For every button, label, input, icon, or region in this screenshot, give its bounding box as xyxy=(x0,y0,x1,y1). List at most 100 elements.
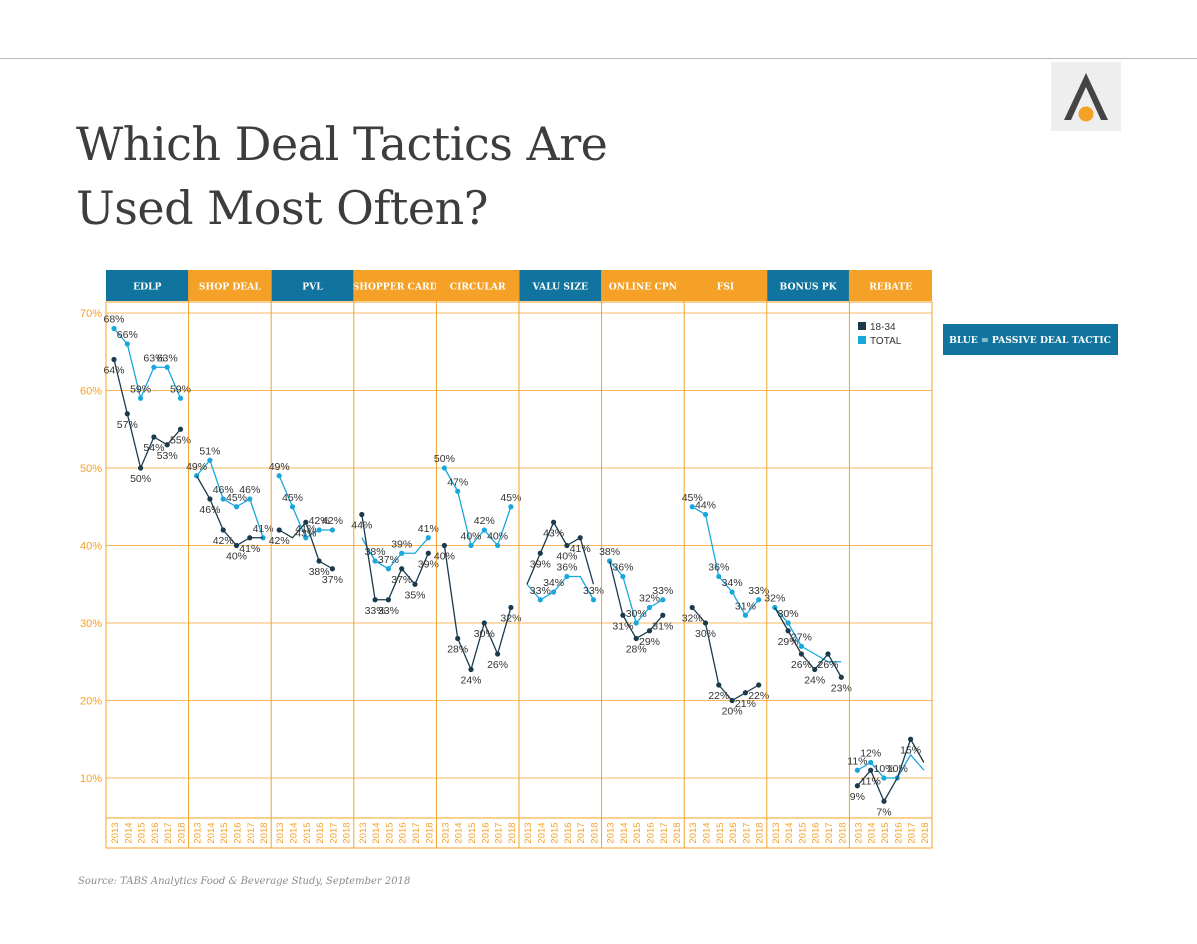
y-tick-label: 10% xyxy=(80,773,102,785)
data-label-total: 30% xyxy=(778,608,799,620)
group-header-bg xyxy=(106,270,189,301)
year-tick-label: 2016 xyxy=(398,822,409,843)
data-label-18-34: 43% xyxy=(543,527,564,539)
group-header-label: ONLINE CPN xyxy=(609,282,678,293)
data-label-total: 45% xyxy=(500,492,521,504)
data-point-total xyxy=(729,589,735,595)
data-point-total xyxy=(372,558,378,564)
year-tick-label: 2016 xyxy=(563,822,574,843)
data-label-total: 33% xyxy=(652,585,673,597)
data-point-total xyxy=(689,504,695,510)
year-tick-label: 2018 xyxy=(259,822,270,843)
data-label-total: 27% xyxy=(791,631,812,643)
year-tick-label: 2017 xyxy=(494,822,505,843)
data-point-18-34 xyxy=(716,682,722,688)
data-point-18-34 xyxy=(495,651,501,657)
data-point-total xyxy=(233,504,240,510)
data-label-18-34: 24% xyxy=(460,675,481,687)
data-label-total: 38% xyxy=(599,546,620,558)
year-tick-label: 2018 xyxy=(424,822,435,843)
series-line-18-34 xyxy=(361,514,429,601)
data-point-18-34 xyxy=(633,635,639,642)
year-tick-label: 2017 xyxy=(328,822,339,843)
data-label-total: 36% xyxy=(556,562,577,574)
data-point-total xyxy=(551,589,557,595)
year-tick-label: 2015 xyxy=(715,822,726,843)
year-tick-label: 2018 xyxy=(920,822,931,843)
data-point-total xyxy=(508,504,514,510)
data-point-18-34 xyxy=(425,550,431,556)
year-tick-label: 2015 xyxy=(797,822,808,843)
data-point-18-34 xyxy=(359,511,365,518)
data-point-18-34 xyxy=(138,465,144,471)
data-label-total: 45% xyxy=(226,492,247,504)
year-tick-label: 2013 xyxy=(771,822,782,843)
data-label-total: 59% xyxy=(130,383,151,395)
year-tick-label: 2014 xyxy=(371,822,382,843)
year-tick-label: 2018 xyxy=(507,822,518,843)
data-point-total xyxy=(247,496,253,502)
group-header-label: FSI xyxy=(717,282,734,293)
title-line-2: Used Most Often? xyxy=(76,181,488,235)
year-tick-label: 2013 xyxy=(440,822,451,843)
year-tick-label: 2016 xyxy=(646,822,657,843)
data-label-18-34: 22% xyxy=(748,690,769,702)
data-point-18-34 xyxy=(620,612,626,618)
passive-note-label: BLUE = PASSIVE DEAL TACTIC xyxy=(949,335,1111,346)
data-point-18-34 xyxy=(111,356,117,363)
data-label-total: 36% xyxy=(612,562,633,574)
data-label-18-34: 15% xyxy=(900,744,921,756)
data-point-18-34 xyxy=(372,597,378,603)
data-label-18-34: 23% xyxy=(831,682,852,694)
data-label-18-34: 43% xyxy=(295,527,316,539)
data-label-total: 33% xyxy=(748,585,769,597)
data-label-total: 46% xyxy=(239,484,260,496)
data-label-18-34: 21% xyxy=(735,698,756,710)
year-tick-label: 2017 xyxy=(246,822,257,843)
year-tick-label: 2014 xyxy=(454,822,465,843)
data-point-total xyxy=(111,325,117,332)
data-point-total xyxy=(854,767,861,773)
data-label-total: 31% xyxy=(735,600,756,612)
data-label-18-34: 9% xyxy=(850,791,865,803)
series-line-total xyxy=(361,537,429,570)
data-label-18-34: 26% xyxy=(487,659,508,671)
year-tick-label: 2013 xyxy=(275,822,286,843)
data-point-total xyxy=(441,465,447,471)
group-header-bg xyxy=(519,270,602,301)
data-point-18-34 xyxy=(838,674,844,680)
year-tick-label: 2015 xyxy=(550,822,561,843)
data-label-18-34: 11% xyxy=(861,775,881,787)
data-label-total: 41% xyxy=(418,523,439,535)
group-header-label: VALU SIZE xyxy=(532,282,588,293)
data-point-total xyxy=(798,643,805,649)
data-label-18-34: 41% xyxy=(239,543,260,555)
group-header-bg xyxy=(684,270,767,301)
data-label-total: 44% xyxy=(695,500,716,512)
year-tick-label: 2016 xyxy=(150,822,161,843)
data-label-total: 49% xyxy=(269,461,290,473)
data-point-18-34 xyxy=(881,798,887,804)
data-label-total: 12% xyxy=(860,748,881,760)
data-label-total: 63% xyxy=(143,352,164,364)
data-label-total: 40% xyxy=(460,531,481,543)
data-point-18-34 xyxy=(577,535,583,541)
data-label-total: 30% xyxy=(626,608,647,620)
year-tick-label: 2015 xyxy=(219,822,230,843)
data-point-18-34 xyxy=(854,783,861,789)
y-tick-label: 60% xyxy=(80,386,102,398)
year-tick-label: 2014 xyxy=(536,822,547,843)
legend-label-18-34: 18-34 xyxy=(870,322,896,333)
data-label-total: 45% xyxy=(682,492,703,504)
data-point-total xyxy=(177,395,184,401)
data-point-18-34 xyxy=(785,628,791,634)
y-tick-label: 40% xyxy=(80,541,102,553)
data-label-total: 36% xyxy=(708,562,729,574)
y-tick-label: 30% xyxy=(80,618,102,630)
year-tick-label: 2013 xyxy=(523,822,534,843)
source-note: Source: TABS Analytics Food & Beverage S… xyxy=(78,876,411,887)
data-point-18-34 xyxy=(441,542,447,549)
series-line-total xyxy=(526,575,595,601)
data-label-total: 32% xyxy=(639,593,660,605)
